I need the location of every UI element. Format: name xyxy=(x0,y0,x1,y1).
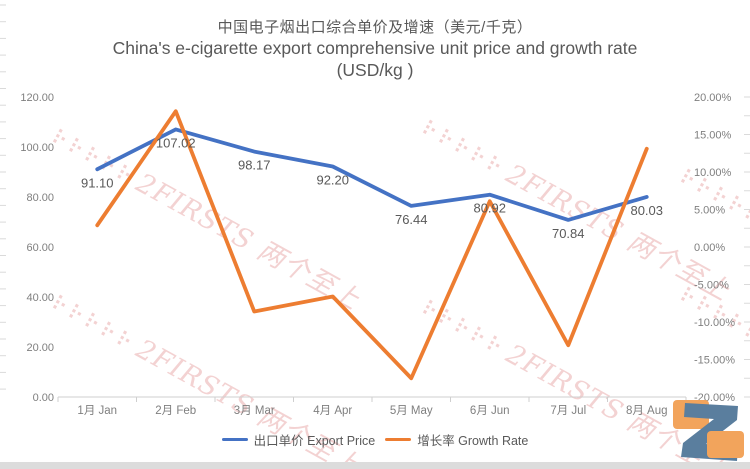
left-axis-tick-label: 100.00 xyxy=(20,142,54,154)
legend-label-export-price: 出口单价 Export Price xyxy=(253,434,376,448)
growth-rate-line xyxy=(95,109,649,381)
x-axis-category-label: 6月 Jun xyxy=(470,405,510,417)
x-axis-category-label: 4月 Apr xyxy=(313,405,352,417)
right-axis-tick-label: -15.00% xyxy=(694,355,735,367)
chart-title-zh: 中国电子烟出口综合单价及增速（美元/千克） xyxy=(217,19,533,36)
export-price-data-label: 107.02 xyxy=(156,135,196,150)
export-price-data-label: 91.10 xyxy=(81,175,114,190)
export-price-data-label: 80.03 xyxy=(630,203,663,218)
footer-bar xyxy=(0,462,750,469)
x-axis-category-label: 5月 May xyxy=(390,405,433,417)
left-axis-tick-label: 80.00 xyxy=(26,192,54,204)
left-axis-tick-label: 40.00 xyxy=(26,292,54,304)
export-price-line xyxy=(95,127,649,222)
export-price-data-label: 70.84 xyxy=(552,226,585,241)
left-axis-tick-label: 0.00 xyxy=(33,392,54,404)
x-axis-category-label: 3月 Mar xyxy=(234,405,275,417)
export-price-data-label: 98.17 xyxy=(238,158,271,173)
export-price-data-label: 92.20 xyxy=(316,173,349,188)
right-axis-tick-label: 10.00% xyxy=(694,167,732,179)
chart-title-en-line1: China's e-cigarette export comprehensive… xyxy=(112,38,638,58)
right-axis-tick-label: 0.00% xyxy=(694,242,725,254)
x-axis-category-label: 7月 Jul xyxy=(550,405,586,417)
export-price-data-label: 80.92 xyxy=(473,201,506,216)
legend-item-growth-rate: 增长率 Growth Rate xyxy=(385,430,528,449)
growth-rate-line-swatch-icon xyxy=(385,437,412,442)
logo-orange-rect xyxy=(707,431,744,458)
legend-item-export-price: 出口单价 Export Price xyxy=(221,430,376,449)
2firsts-logo xyxy=(673,400,744,461)
x-axis-category-label: 2月 Feb xyxy=(155,405,196,417)
x-axis-category-label: 8月 Aug xyxy=(626,405,668,417)
chart-legend: 出口单价 Export Price 增长率 Growth Rate xyxy=(0,430,750,449)
chart-title-en: China's e-cigarette export comprehensive… xyxy=(0,37,750,81)
left-axis-tick-label: 20.00 xyxy=(26,342,54,354)
right-axis-tick-label: -10.00% xyxy=(694,317,735,329)
legend-label-growth-rate: 增长率 Growth Rate xyxy=(417,434,529,448)
right-axis-tick-label: -5.00% xyxy=(694,280,729,292)
right-axis-tick-label: 5.00% xyxy=(694,205,725,217)
left-axis-tick-label: 120.00 xyxy=(20,92,54,104)
export-price-data-label: 76.44 xyxy=(395,212,428,227)
chart-title-en-line2: (USD/kg ) xyxy=(336,60,414,80)
x-axis-category-label: 1月 Jan xyxy=(77,405,117,417)
left-axis-tick-label: 60.00 xyxy=(26,242,54,254)
export-price-line-swatch-icon xyxy=(221,437,248,442)
right-axis-tick-label: 15.00% xyxy=(694,130,732,142)
right-axis-tick-label: 20.00% xyxy=(694,92,732,104)
